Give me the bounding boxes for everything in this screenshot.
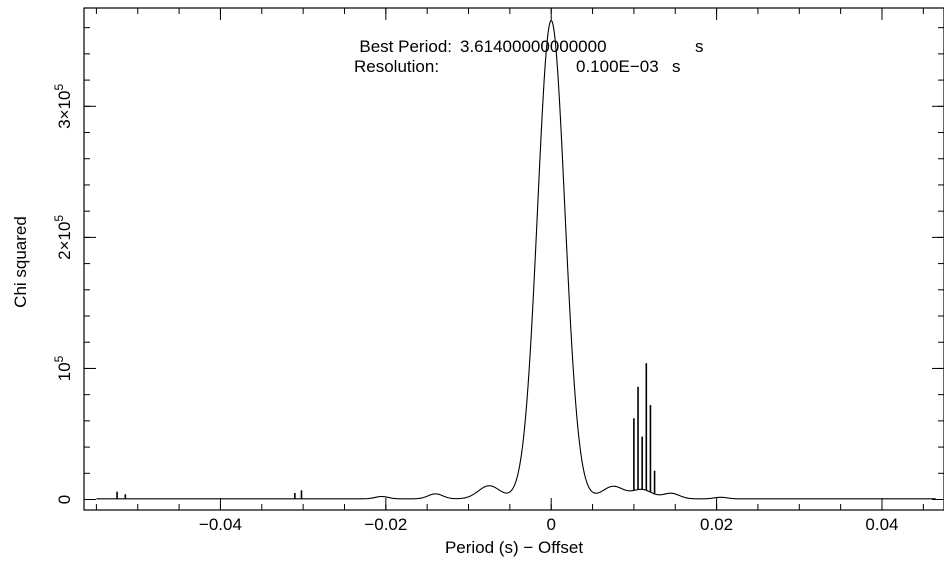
y-tick-exponent: 5	[52, 215, 66, 222]
y-tick-exponent: 5	[52, 355, 66, 362]
chi-squared-series-line	[96, 19, 936, 500]
plot-frame	[83, 7, 944, 511]
chart-title: Best Period: 3.61400000000000 s Resoluti…	[354, 37, 704, 76]
y-axis-label: Chi squared	[11, 216, 30, 308]
y-tick-mantissa: 0	[55, 495, 74, 504]
y-tick-exponent: 5	[52, 83, 66, 90]
best-period-unit: s	[695, 37, 704, 56]
resolution-value: 0.100E−03	[576, 57, 659, 76]
resolution-label: Resolution:	[354, 57, 439, 76]
spike-marks	[116, 363, 656, 499]
resolution-unit: s	[672, 57, 681, 76]
y-tick-label: 0	[55, 495, 74, 504]
x-tick-labels: −0.04 −0.02 0 0.02 0.04	[199, 515, 899, 534]
x-tick-label: −0.02	[364, 515, 407, 534]
x-tick-label: 0.04	[865, 515, 898, 534]
x-tick-label: 0.02	[700, 515, 733, 534]
y-tick-label: 3×105	[52, 83, 74, 128]
x-axis-label: Period (s) − Offset	[445, 538, 583, 557]
y-tick-mantissa: 3×10	[55, 90, 74, 128]
x-tick-label: 0	[546, 515, 555, 534]
best-period-label: Best Period:	[359, 37, 452, 56]
best-period-value: 3.61400000000000	[460, 37, 607, 56]
y-tick-mantissa: 2×10	[55, 222, 74, 260]
y-tick-label: 2×105	[52, 215, 74, 260]
y-tick-label: 105	[52, 355, 74, 381]
axis-ticks	[84, 8, 944, 510]
x-tick-label: −0.04	[199, 515, 242, 534]
y-tick-mantissa: 10	[55, 362, 74, 381]
